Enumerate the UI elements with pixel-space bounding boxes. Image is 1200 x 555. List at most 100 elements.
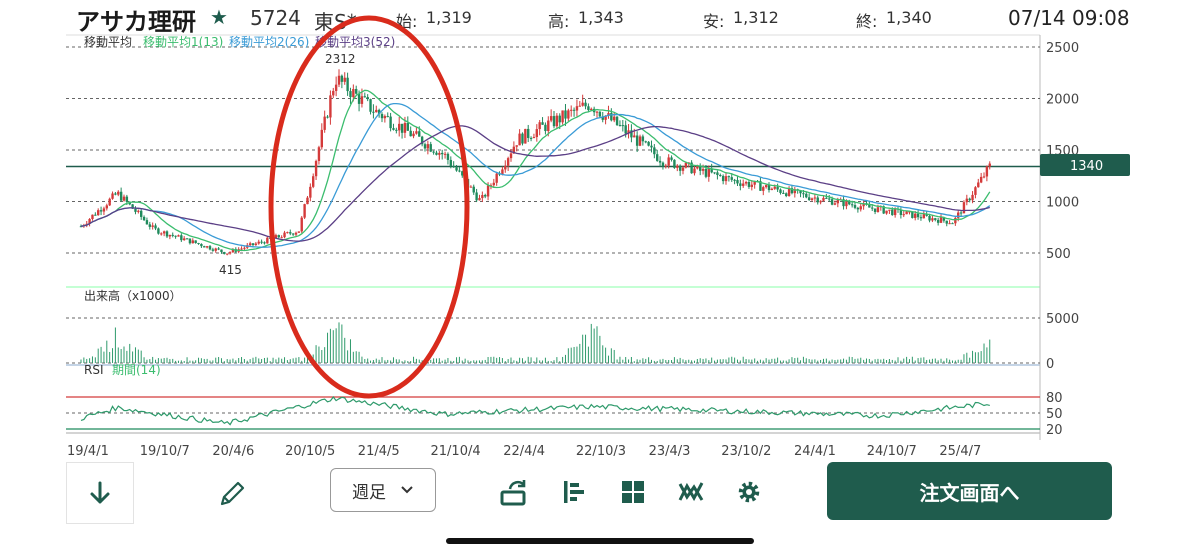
candle-body <box>332 90 335 96</box>
candle-body <box>300 217 303 232</box>
candle-body <box>125 196 129 202</box>
candle-body <box>719 175 722 177</box>
candle-body <box>449 159 453 166</box>
candle-body <box>733 179 736 181</box>
candle-body <box>581 102 584 106</box>
candle-body <box>111 193 114 199</box>
candle-body <box>240 248 243 250</box>
layout-button[interactable] <box>617 476 649 508</box>
chevron-down-icon <box>401 486 413 494</box>
candle-body <box>435 152 438 155</box>
candle-body <box>346 77 349 92</box>
candle-body <box>759 181 762 191</box>
candle-body <box>478 198 481 201</box>
indicator-button[interactable] <box>675 476 707 508</box>
candle-body <box>352 88 355 98</box>
grid-icon <box>622 481 644 503</box>
candle-body <box>248 243 252 246</box>
candle-body <box>716 172 719 176</box>
bar-chart-icon <box>564 481 584 503</box>
candle-body <box>461 171 464 176</box>
candle-body <box>793 189 797 194</box>
candle-body <box>165 231 169 237</box>
candle-body <box>555 115 559 127</box>
candle-body <box>764 185 768 188</box>
candle-body <box>231 249 235 253</box>
moving-average-lines <box>80 89 991 252</box>
current-price-label: 1340 <box>1070 159 1103 174</box>
gear-icon <box>738 481 760 503</box>
candle-body <box>392 128 395 130</box>
rotate-button[interactable] <box>498 476 530 508</box>
candle-body <box>297 231 301 233</box>
candle-body <box>251 243 255 245</box>
close-value: 1,340 <box>886 8 932 27</box>
candle-body <box>492 182 496 186</box>
price-tick-label: 1000 <box>1046 196 1079 211</box>
chart-type-button[interactable] <box>558 476 590 508</box>
candle-body <box>613 116 616 121</box>
candle-body <box>469 186 473 188</box>
candle-body <box>226 253 229 255</box>
candle-body <box>363 96 367 98</box>
candle-body <box>395 129 398 131</box>
rsi-tick-label: 50 <box>1046 407 1063 422</box>
candle-body <box>426 144 430 149</box>
candle-body <box>443 153 447 155</box>
candle-body <box>527 128 530 138</box>
candle-body <box>914 213 917 218</box>
candle-body <box>842 199 845 207</box>
favorite-star-icon[interactable]: ★ <box>210 5 228 29</box>
candle-body <box>859 206 862 210</box>
scroll-down-button[interactable] <box>66 462 134 524</box>
candle-body <box>862 203 865 207</box>
candle-body <box>833 203 837 205</box>
draw-button[interactable] <box>212 474 252 514</box>
candle-body <box>452 165 455 168</box>
candle-body <box>429 144 432 152</box>
candle-body <box>604 115 607 120</box>
settings-button[interactable] <box>733 476 765 508</box>
ma2-legend: 移動平均2(26) <box>229 35 309 49</box>
period-select[interactable]: 週足 <box>330 468 436 512</box>
candle-body <box>119 191 123 201</box>
candle-body <box>739 183 742 186</box>
candle-body <box>928 215 931 221</box>
candle-body <box>959 212 963 214</box>
candle-body <box>185 238 189 240</box>
order-screen-button[interactable]: 注文画面へ <box>827 462 1112 520</box>
candle-body <box>309 186 312 198</box>
candle-body <box>549 116 553 121</box>
candle-body <box>624 125 627 134</box>
candle-body <box>934 218 937 220</box>
candle-body <box>853 205 857 208</box>
candle-body <box>876 207 880 212</box>
candle-body <box>868 204 871 208</box>
high-label: 高: <box>548 12 570 31</box>
candle-body <box>730 177 733 180</box>
candle-body <box>578 105 582 107</box>
candle-body <box>154 225 157 229</box>
candle-body <box>899 209 903 215</box>
candle-body <box>409 130 412 137</box>
candle-body <box>810 198 814 201</box>
candle-body <box>607 113 610 116</box>
candle-body <box>314 160 318 177</box>
candle-body <box>647 141 650 146</box>
candle-body <box>567 110 570 119</box>
pencil-icon <box>220 481 245 506</box>
candle-body <box>94 214 97 216</box>
candle-body <box>148 224 152 227</box>
candle-body <box>194 240 197 244</box>
current-price-tag <box>1040 154 1130 176</box>
candle-body <box>320 129 324 148</box>
x-tick-label: 24/10/7 <box>867 444 917 459</box>
candle-body <box>183 238 186 241</box>
candle-body <box>475 192 478 201</box>
x-tick-label: 22/4/4 <box>503 444 545 459</box>
x-tick-label: 25/4/7 <box>939 444 981 459</box>
candle-body <box>214 248 217 251</box>
candle-body <box>630 130 633 138</box>
candle-body <box>779 189 782 193</box>
